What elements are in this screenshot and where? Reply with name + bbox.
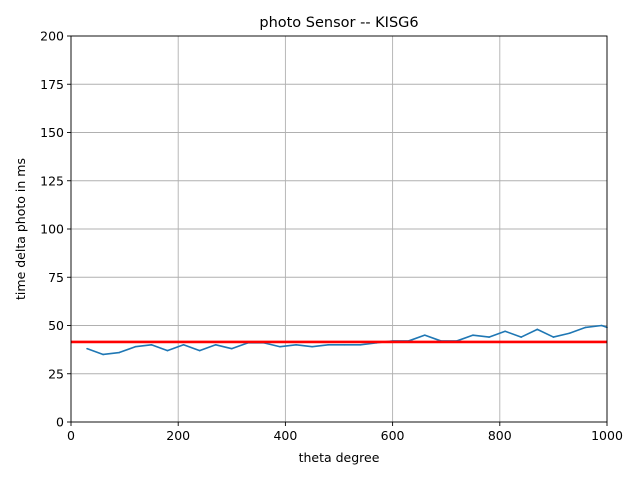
- y-tick-label: 75: [48, 270, 64, 285]
- y-tick-label: 100: [40, 222, 64, 237]
- data-point: [600, 324, 603, 327]
- y-tick-label: 175: [40, 77, 64, 92]
- data-point: [423, 334, 426, 336]
- data-point: [118, 351, 121, 354]
- data-point: [568, 332, 571, 335]
- axis-ticks: 0 200 400 600 800 1000 0 25 50 75 100 125 150 175 200: [40, 29, 623, 444]
- data-point: [102, 353, 104, 356]
- data-point: [198, 349, 201, 352]
- data-point: [327, 344, 330, 346]
- data-point: [311, 345, 314, 348]
- data-point: [504, 330, 506, 333]
- data-point: [343, 344, 346, 346]
- x-tick-label: 600: [381, 428, 405, 443]
- y-tick-label: 150: [40, 125, 64, 140]
- x-tick-label: 200: [166, 428, 190, 443]
- series-line: [86, 324, 608, 356]
- data-point: [520, 336, 523, 338]
- data-point: [150, 344, 153, 346]
- x-tick-label: 800: [488, 428, 512, 443]
- data-point: [279, 345, 281, 348]
- data-point: [584, 326, 587, 329]
- data-point: [214, 344, 217, 346]
- data-point: [182, 344, 185, 346]
- data-point: [295, 344, 297, 346]
- plot-area: [71, 324, 608, 356]
- chart-title: photo Sensor -- KISG6: [259, 15, 418, 31]
- x-axis-label: theta degree: [299, 450, 380, 465]
- y-tick-label: 125: [40, 173, 64, 188]
- data-point: [231, 347, 233, 350]
- y-tick-label: 200: [40, 29, 64, 44]
- data-point: [359, 344, 362, 346]
- data-point: [472, 334, 474, 336]
- y-axis-label: time delta photo in ms: [13, 158, 28, 300]
- data-point: [536, 328, 539, 331]
- x-tick-label: 1000: [591, 428, 623, 443]
- data-point: [488, 336, 490, 338]
- data-point: [166, 349, 169, 352]
- data-point: [134, 345, 137, 348]
- data-point: [86, 347, 88, 350]
- y-tick-label: 25: [48, 366, 64, 381]
- x-tick-label: 0: [67, 428, 75, 443]
- x-tick-label: 400: [273, 428, 297, 443]
- y-tick-label: 50: [48, 318, 64, 333]
- data-point: [552, 336, 555, 338]
- y-tick-label: 0: [56, 415, 64, 430]
